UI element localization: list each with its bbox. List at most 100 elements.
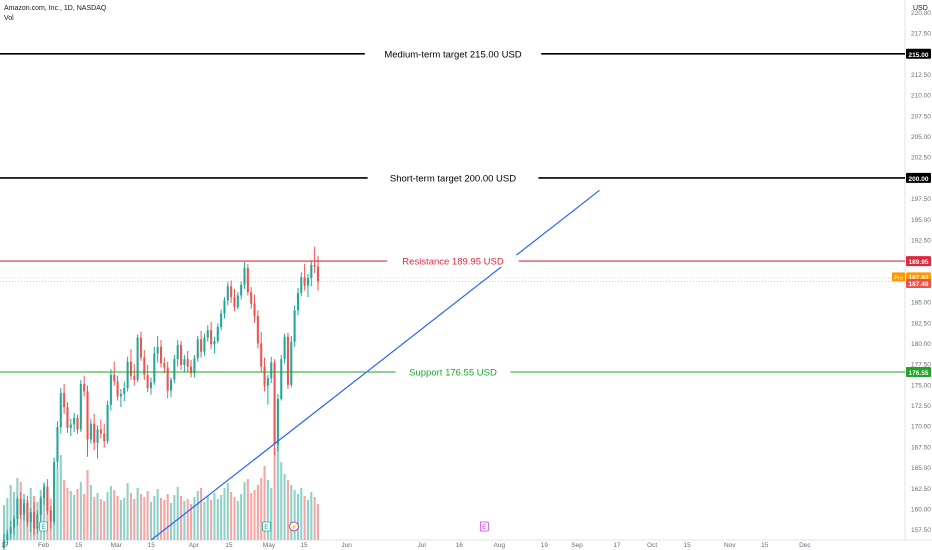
candle xyxy=(136,334,139,383)
resistance-line[interactable]: Resistance 189.95 USD xyxy=(0,255,905,268)
volume-bar xyxy=(246,479,249,540)
axis-badges: 215.00 200.00 189.95 176.55 187.93 Pre 187.48 xyxy=(892,48,931,377)
candle-body xyxy=(263,366,266,386)
candle-body xyxy=(306,278,310,286)
volume-bar xyxy=(293,490,296,540)
price-tick-label: 195.00 xyxy=(911,217,931,224)
candle xyxy=(159,340,163,368)
candle xyxy=(246,264,249,296)
volume-bar xyxy=(290,485,293,540)
candle-body xyxy=(206,330,209,338)
time-tick-label: May xyxy=(263,542,276,549)
price-tick-label: 207.50 xyxy=(911,113,931,120)
time-tick-label: Jul xyxy=(418,542,427,549)
candle-body xyxy=(220,313,223,327)
candle-body xyxy=(46,486,49,511)
volume-bar xyxy=(173,495,176,540)
earnings-marker[interactable]: E xyxy=(262,521,271,532)
candle xyxy=(216,323,219,344)
candle xyxy=(296,288,299,316)
support-badge xyxy=(906,367,931,377)
candle-body xyxy=(156,346,159,354)
candle xyxy=(193,355,196,378)
volume-bar xyxy=(133,499,136,540)
candle xyxy=(156,336,159,363)
candle xyxy=(123,381,126,402)
candle xyxy=(76,414,79,434)
premarket-tag xyxy=(892,272,905,282)
level-badge-text: 215.00 xyxy=(909,52,929,59)
candle xyxy=(183,355,186,372)
volume-bar xyxy=(146,491,149,540)
volume-bar xyxy=(273,448,276,540)
support-line[interactable]: Support 176.55 USD xyxy=(0,366,905,379)
volume-bar xyxy=(220,495,223,540)
trendline-path[interactable] xyxy=(150,189,600,541)
candle xyxy=(116,375,119,401)
earnings-marker[interactable]: E xyxy=(479,521,489,532)
event-markers[interactable]: E E ⚡ E xyxy=(39,521,489,532)
dividend-marker[interactable]: ⚡ xyxy=(289,521,299,532)
trendline[interactable] xyxy=(150,189,600,541)
candle-body xyxy=(273,362,276,445)
volume-bar xyxy=(193,497,196,540)
time-tick-label: 19 xyxy=(541,542,549,549)
level-label-bg xyxy=(367,171,539,184)
candle xyxy=(119,388,122,408)
level-label: Resistance 189.95 USD xyxy=(402,257,504,268)
volume-bar xyxy=(276,440,279,540)
candle-body xyxy=(243,268,246,285)
short-term-target-line[interactable]: Short-term target 200.00 USD xyxy=(0,171,905,185)
candle-body xyxy=(190,366,193,374)
volume-bar xyxy=(149,502,153,540)
price-tick-label: 172.50 xyxy=(911,403,931,410)
price-levels[interactable]: Medium-term target 215.00 USD Short-term … xyxy=(0,47,905,379)
candle xyxy=(33,502,36,536)
candle-body xyxy=(16,499,19,519)
candle-body xyxy=(210,330,213,345)
volume-bar xyxy=(176,487,179,540)
candle xyxy=(103,423,106,448)
candle-body xyxy=(29,512,32,523)
level-label: Support 176.55 USD xyxy=(409,368,497,379)
candle-body xyxy=(216,326,219,341)
time-axis[interactable]: 17 Feb 15 Mar 15 Apr 15 May 15 Jun Jul 16 Aug 19 Sep 17… xyxy=(1,542,811,549)
candle xyxy=(163,357,166,374)
candle xyxy=(210,321,213,350)
candle xyxy=(313,246,316,274)
candle xyxy=(169,377,173,398)
candle xyxy=(310,261,313,287)
candle xyxy=(196,336,199,362)
candle-body xyxy=(233,297,236,308)
volume-bar xyxy=(250,493,253,540)
candle xyxy=(223,297,226,319)
volume-bar xyxy=(59,455,62,540)
volume-bar xyxy=(126,483,129,540)
premarket-tag-text: Pre xyxy=(894,275,903,281)
volume-bar xyxy=(280,462,283,540)
candles xyxy=(2,246,320,550)
candle-body xyxy=(93,423,96,443)
candle xyxy=(129,349,132,380)
candle-body xyxy=(119,393,122,397)
volume-bar xyxy=(139,494,142,540)
candle-body xyxy=(200,339,203,352)
time-tick-label: Feb xyxy=(38,542,50,549)
volume-bar xyxy=(106,492,109,540)
candle-body xyxy=(23,503,26,515)
candle-body xyxy=(19,499,22,515)
candle-body xyxy=(6,533,9,541)
candle xyxy=(59,388,62,434)
price-axis[interactable]: 157.50 160.00 162.50 165.00 167.50 170.00 172.… xyxy=(911,10,931,534)
candle xyxy=(146,364,149,393)
earnings-marker[interactable]: E xyxy=(39,521,48,532)
candle-body xyxy=(316,266,320,282)
candle-body xyxy=(116,381,119,397)
time-tick-label: Dec xyxy=(799,542,811,549)
medium-term-target-line[interactable]: Medium-term target 215.00 USD xyxy=(0,47,905,61)
candle-body xyxy=(250,292,253,304)
candle-body xyxy=(183,359,186,365)
volume-bar xyxy=(256,485,259,540)
candle xyxy=(83,375,86,397)
